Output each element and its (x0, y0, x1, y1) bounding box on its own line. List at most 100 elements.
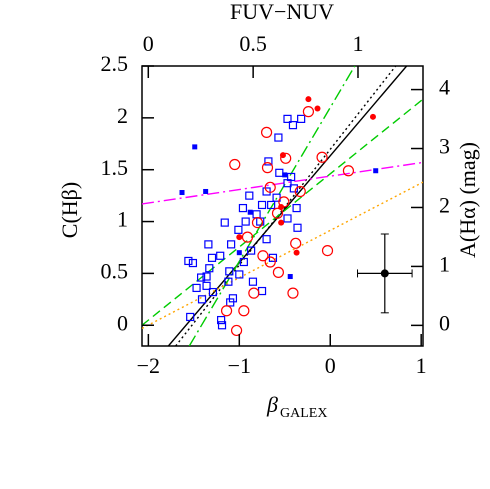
y2-tick-label: 1 (439, 251, 450, 276)
point (197, 295, 207, 304)
point (227, 240, 236, 249)
point (197, 273, 206, 282)
point (262, 235, 271, 244)
point (380, 269, 389, 278)
point (217, 321, 227, 330)
point (290, 237, 302, 249)
point (293, 223, 302, 232)
x-tick-label: 1 (416, 353, 427, 378)
fit-line (188, 66, 356, 346)
point (282, 172, 288, 178)
point (226, 298, 235, 307)
point (257, 250, 269, 262)
point (293, 249, 300, 256)
y-axis-title: C(Hβ) (57, 182, 82, 238)
point (292, 203, 301, 213)
x2-tick-label: 0 (143, 31, 154, 56)
y-tick-label: 1 (117, 207, 128, 232)
y2-tick-label: 3 (439, 134, 450, 159)
point (316, 151, 328, 163)
point (238, 305, 250, 317)
point (314, 105, 321, 112)
point (238, 203, 248, 213)
point (342, 165, 355, 177)
point (239, 257, 248, 267)
y2-axis-title: A(Hα) (mag) (455, 142, 480, 258)
x2-tick-label: 0.5 (239, 31, 267, 56)
point (288, 121, 298, 130)
y-tick-label: 2.5 (101, 51, 129, 76)
point (188, 258, 198, 268)
point (247, 209, 253, 215)
point (225, 267, 234, 276)
fit-line (142, 161, 423, 205)
top-axis-title: FUV−NUV (230, 0, 334, 24)
point (297, 114, 306, 123)
point (217, 315, 226, 325)
point (216, 251, 225, 260)
y-tick-label: 2 (117, 103, 128, 128)
point (235, 270, 244, 279)
point (248, 287, 260, 299)
point (283, 114, 292, 123)
point (262, 187, 271, 196)
point (230, 324, 243, 337)
x2-tick-label: 1 (352, 31, 363, 56)
point (241, 231, 254, 243)
point (236, 234, 243, 241)
point (205, 264, 214, 273)
point (264, 157, 273, 166)
fit-line (142, 181, 423, 329)
point (280, 152, 292, 164)
point (229, 158, 241, 171)
point (274, 133, 283, 142)
point (289, 184, 298, 193)
point (251, 216, 264, 229)
y-tick-label: 0.5 (101, 258, 129, 283)
fit-line (142, 98, 423, 326)
point (278, 204, 285, 211)
point (202, 272, 211, 281)
point (279, 152, 286, 159)
point (321, 244, 334, 257)
point (272, 193, 281, 202)
point (272, 266, 285, 278)
point (228, 294, 238, 303)
fit-line (175, 66, 397, 346)
point (220, 305, 233, 317)
point (302, 106, 315, 118)
point (234, 225, 243, 234)
point (257, 286, 267, 296)
point (247, 246, 256, 255)
point (202, 281, 211, 290)
point (179, 190, 185, 196)
point (248, 277, 258, 286)
point (220, 218, 229, 227)
point (278, 219, 285, 226)
y2-tick-label: 4 (439, 75, 450, 100)
point (268, 253, 278, 262)
point (203, 188, 209, 194)
point (192, 144, 198, 150)
point (369, 113, 376, 120)
point (186, 312, 195, 322)
point (236, 250, 242, 256)
y-tick-label: 1.5 (101, 155, 129, 180)
point (305, 96, 312, 103)
point (275, 168, 284, 177)
point (192, 283, 201, 293)
point (224, 277, 233, 286)
point (264, 181, 276, 193)
plot-area (142, 66, 423, 346)
point (287, 274, 293, 280)
point (271, 207, 284, 219)
x-tick-label: 0 (325, 353, 336, 378)
point (207, 253, 217, 262)
point (267, 200, 276, 210)
point (283, 214, 292, 223)
point (252, 210, 261, 219)
x-axis-title-sub: GALEX (280, 406, 327, 421)
y2-tick-label: 0 (439, 310, 450, 335)
point (287, 287, 299, 299)
